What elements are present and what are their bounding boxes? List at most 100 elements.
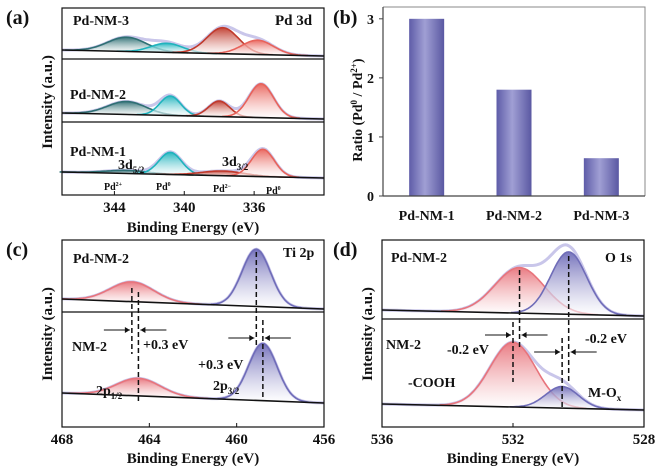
annotation-cooh: -COOH xyxy=(408,376,456,391)
background-line xyxy=(61,49,325,57)
x-tick-label: Pd-NM-2 xyxy=(486,209,542,224)
annotation-3d32: 3d3/2 xyxy=(222,155,249,172)
peak-curve xyxy=(62,281,202,305)
x-tick-label: Pd-NM-3 xyxy=(573,209,629,224)
x-tick-label: 528 xyxy=(633,432,656,448)
background-line xyxy=(381,403,645,411)
panel-b-ticks: Pd-NM-1 Pd-NM-2 Pd-NM-3 0 1 2 3 xyxy=(367,13,629,224)
y-tick-label: 1 xyxy=(367,131,374,146)
arrow-head xyxy=(124,327,130,333)
bar-pd-nm-2 xyxy=(496,89,532,196)
y-tick-label: 3 xyxy=(367,13,374,28)
bar-pd-nm-3 xyxy=(583,158,619,196)
panel-b-frame xyxy=(383,6,646,196)
panel-d-title: O 1s xyxy=(605,251,632,266)
panel-a: (a) Pd 3d Pd-NM-3 Pd-NM-2 Pd-NM-1 3d5/2 … xyxy=(6,7,325,236)
panel-a-plot xyxy=(59,24,325,180)
panel-c-plot xyxy=(61,247,325,405)
series-label-nm-2: NM-2 xyxy=(386,338,421,353)
peak-curve xyxy=(510,251,627,316)
x-tick-label: 336 xyxy=(243,200,266,216)
panel-a-frame xyxy=(61,7,325,196)
x-tick-label: 468 xyxy=(51,432,74,448)
arrow-head xyxy=(506,332,511,338)
panel-c-label: (c) xyxy=(6,239,28,261)
panel-d-y-label: Intensity (a.u.) xyxy=(360,287,376,381)
series-label-pd-nm-3: Pd-NM-3 xyxy=(73,14,129,29)
panel-d-x-label: Binding Energy (eV) xyxy=(447,451,580,467)
panel-b-y-label: Ratio (Pd0 / Pd2+) xyxy=(349,58,366,162)
annotation-pd2plus-1: Pd2+ xyxy=(104,182,123,193)
series-label-nm-2: NM-2 xyxy=(72,340,107,355)
x-tick-label: 340 xyxy=(173,200,196,216)
series-label-pd-nm-1: Pd-NM-1 xyxy=(70,145,126,160)
panel-c: (c) Ti 2p Pd-NM-2 NM-2 +0.3 eV +0.3 eV 2… xyxy=(6,239,336,467)
peak-curve xyxy=(210,248,302,309)
panel-a-x-label: Binding Energy (eV) xyxy=(127,220,260,236)
series-label-pd-nm-2: Pd-NM-2 xyxy=(70,88,126,103)
background-line xyxy=(61,298,325,310)
arrow-head xyxy=(264,335,270,341)
annotation-pd2plus-2: Pd2− xyxy=(213,184,232,195)
panel-b: (b) Pd-NM-1 Pd-NM-2 Pd-NM-3 0 1 2 3 Ratio (Pd0… xyxy=(333,6,646,224)
annotation-pd0-2: Pd0 xyxy=(266,186,281,197)
panel-b-label: (b) xyxy=(333,7,357,29)
annotation-shift-cooh: -0.2 eV xyxy=(447,343,489,358)
x-tick-label: 460 xyxy=(225,432,248,448)
panel-c-frame xyxy=(61,239,325,428)
annotation-2p32: 2p3/2 xyxy=(213,379,240,396)
panel-a-label: (a) xyxy=(6,7,29,29)
panel-c-title: Ti 2p xyxy=(283,246,314,261)
arrow-head xyxy=(249,335,255,341)
peak-curve xyxy=(68,377,209,400)
series-label-pd-nm-2: Pd-NM-2 xyxy=(73,252,129,267)
peak-curve xyxy=(221,82,301,120)
panel-d-plot xyxy=(381,243,645,412)
y-tick-label: 2 xyxy=(367,72,374,87)
annotation-3d52: 3d5/2 xyxy=(118,158,145,175)
arrow-head xyxy=(521,332,527,338)
arrow-head xyxy=(570,349,576,355)
panel-c-x-label: Binding Energy (eV) xyxy=(127,451,260,467)
x-tick-label: 536 xyxy=(371,432,394,448)
peak-curve xyxy=(136,95,204,117)
spectrum-pd-nm-3 xyxy=(61,24,325,60)
background-line xyxy=(61,392,325,404)
annotation-shift-2p32: +0.3 eV xyxy=(198,358,243,373)
peak-curve xyxy=(217,342,309,403)
arrow-head xyxy=(555,349,561,355)
background-line xyxy=(61,112,325,120)
annotation-mox: M-Ox xyxy=(588,386,622,403)
panel-c-x-ticks: 468 464 460 456 xyxy=(51,423,336,448)
peak-fill-2p1-2 xyxy=(62,281,202,305)
panel-c-y-label: Intensity (a.u.) xyxy=(40,287,56,381)
panel-d-label: (d) xyxy=(333,239,357,261)
annotation-pd0-1: Pd0 xyxy=(156,182,171,193)
peak-curve xyxy=(207,39,308,57)
spectrum-pd-nm-1 xyxy=(59,146,325,180)
panel-a-x-ticks: 344 340 336 xyxy=(103,191,266,216)
panel-a-title: Pd 3d xyxy=(275,13,313,29)
panel-b-plot xyxy=(409,18,619,196)
background-line xyxy=(381,309,645,317)
annotation-2p12: 2p1/2 xyxy=(96,384,123,401)
x-tick-label: 456 xyxy=(313,432,336,448)
spectrum-pd-nm-2 xyxy=(61,82,325,123)
annotation-shift-mox: -0.2 eV xyxy=(585,332,627,347)
arrow-head xyxy=(140,327,146,333)
peak-fill-pd0-3d3-2 xyxy=(222,83,301,119)
y-tick-label: 0 xyxy=(367,190,374,205)
panel-a-y-label: Intensity (a.u.) xyxy=(40,55,56,149)
x-tick-label: Pd-NM-1 xyxy=(399,209,455,224)
bar-pd-nm-1 xyxy=(409,18,445,196)
panel-d: (d) O 1s Pd-NM-2 NM-2 -0.2 eV -0.2 eV -C… xyxy=(333,239,655,467)
background-line xyxy=(61,171,325,179)
peak-curve xyxy=(226,148,300,179)
x-tick-label: 532 xyxy=(502,432,525,448)
panel-d-x-ticks: 536 532 528 xyxy=(371,423,656,448)
x-tick-label: 464 xyxy=(138,432,161,448)
series-label-pd-nm-2: Pd-NM-2 xyxy=(391,251,447,266)
annotation-shift-2p12: +0.3 eV xyxy=(143,338,188,353)
x-tick-label: 344 xyxy=(103,200,126,216)
